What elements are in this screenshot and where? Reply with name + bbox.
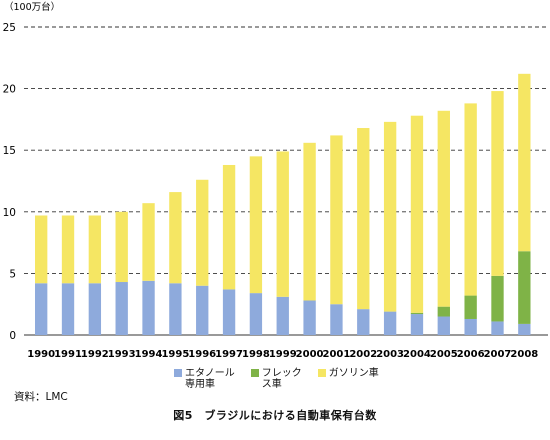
y-tick-label: 25: [3, 22, 16, 34]
x-tick-label: 1993: [108, 349, 136, 360]
x-tick-label: 2008: [510, 349, 538, 360]
bar-1990-series-0: [35, 283, 48, 335]
bar-2004-series-1: [410, 312, 424, 315]
y-tick-label: 15: [3, 145, 16, 157]
bar-2005-series-2: [437, 110, 450, 307]
bar-2008-series-1: [518, 251, 531, 324]
bar-2005-series-1: [437, 306, 450, 317]
legend-item-ethanol: エタノール 専用車: [174, 368, 235, 390]
bar-1992-series-2: [88, 215, 102, 284]
bar-1991-series-0: [61, 283, 75, 335]
y-tick-labels: 0 5 10 15 20 25: [3, 22, 16, 342]
bar-2003-series-0: [383, 311, 397, 335]
bar-2004-series-2: [410, 115, 424, 313]
bar-1995-series-0: [169, 283, 182, 335]
x-tick-label: 2006: [457, 349, 485, 360]
bar-1990-series-2: [35, 215, 48, 284]
bar-1994-series-0: [142, 280, 155, 335]
x-tick-label: 1999: [269, 349, 297, 360]
y-tick-label: 5: [9, 268, 16, 280]
y-unit-label: （100万台）: [4, 1, 60, 13]
bar-2002-series-0: [357, 309, 370, 335]
x-tick-label: 2000: [296, 349, 324, 360]
bar-1996-series-2: [196, 179, 209, 286]
y-tick-label: 10: [3, 207, 16, 219]
bar-1998-series-0: [249, 293, 263, 335]
x-tick-label: 2003: [376, 349, 404, 360]
bar-2006-series-0: [464, 318, 477, 335]
legend-swatch-gasoline: [317, 369, 326, 377]
y-tick-label: 0: [9, 330, 16, 342]
bar-2006-series-2: [464, 103, 477, 296]
bar-2005-series-0: [437, 316, 450, 335]
x-tick-labels: 1990199119921993199419951996199719981999…: [27, 349, 538, 360]
x-tick-label: 2007: [484, 349, 512, 360]
legend-label-flex-2: ス車: [261, 379, 282, 390]
x-tick-label: 2005: [430, 349, 458, 360]
bar-2000-series-2: [303, 142, 316, 301]
bars: [35, 73, 531, 335]
x-tick-label: 1995: [161, 349, 189, 360]
bar-1992-series-0: [88, 283, 102, 335]
x-tick-label: 1998: [242, 349, 270, 360]
legend-item-flex: フレック ス車: [250, 368, 302, 390]
x-tick-label: 1992: [81, 349, 109, 360]
bar-2004-series-0: [410, 314, 424, 335]
bar-2000-series-0: [303, 300, 316, 335]
bar-1998-series-2: [249, 156, 263, 294]
bar-2001-series-0: [330, 304, 343, 335]
legend-label-flex-1: フレック: [261, 368, 302, 379]
x-tick-label: 2002: [349, 349, 377, 360]
bar-1997-series-0: [222, 289, 236, 335]
bar-2003-series-2: [383, 121, 397, 312]
bar-1991-series-2: [61, 215, 75, 284]
bar-2001-series-2: [330, 135, 343, 305]
x-tick-label: 1991: [54, 349, 82, 360]
legend-label-gasoline-1: ガソリン車: [328, 368, 379, 379]
bar-2008-series-0: [518, 323, 531, 335]
legend-swatch-flex: [250, 369, 259, 377]
y-tick-label: 20: [3, 84, 16, 96]
bar-2002-series-2: [357, 128, 370, 310]
legend: エタノール 専用車 フレック ス車 ガソリン車: [174, 368, 379, 390]
x-tick-label: 1997: [215, 349, 243, 360]
bar-1995-series-2: [169, 192, 182, 284]
bar-2007-series-2: [491, 91, 504, 276]
legend-item-gasoline: ガソリン車: [317, 368, 379, 390]
legend-label-ethanol-1: エタノール: [185, 368, 235, 379]
x-tick-label: 1994: [135, 349, 163, 360]
source-note: 資料：LMC: [14, 391, 68, 403]
x-tick-label: 1996: [188, 349, 216, 360]
bar-1994-series-2: [142, 203, 155, 281]
x-tick-label: 2001: [323, 349, 351, 360]
bar-1993-series-2: [115, 211, 128, 283]
bar-1993-series-0: [115, 282, 128, 335]
bar-1997-series-2: [222, 164, 236, 290]
x-tick-label: 2004: [403, 349, 431, 360]
x-tick-label: 1990: [27, 349, 55, 360]
bar-1996-series-0: [196, 285, 209, 335]
bar-1999-series-0: [276, 296, 289, 335]
bar-2007-series-0: [491, 321, 504, 335]
bar-2008-series-2: [518, 73, 531, 252]
legend-swatch-ethanol: [174, 369, 182, 377]
figure-caption: 図5 ブラジルにおける自動車保有台数: [173, 409, 377, 422]
bar-1999-series-2: [276, 151, 289, 297]
legend-label-ethanol-2: 専用車: [185, 379, 215, 390]
bar-2007-series-1: [491, 275, 504, 322]
bar-2006-series-1: [464, 295, 477, 319]
